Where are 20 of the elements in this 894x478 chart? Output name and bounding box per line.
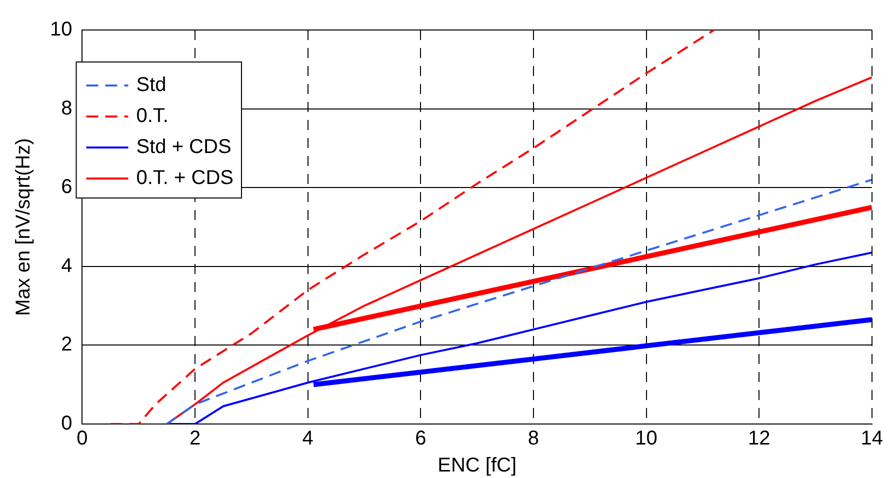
legend-label: 0.T. [136,105,168,128]
y-tick-label: 6 [61,176,72,198]
y-tick-label: 2 [61,334,72,356]
x-tick-label: 12 [748,428,770,450]
x-axis-title: ENC [fC] [438,454,517,477]
x-tick-label: 4 [302,428,314,450]
y-tick-label: 10 [50,18,72,41]
legend-label: Std + CDS [136,136,232,158]
x-tick-label: 10 [635,428,658,450]
y-axis-title: Max en [nV/sqrt(Hz) [12,138,35,316]
x-tick-label: 0 [76,428,88,450]
y-tick-label: 0 [61,412,72,435]
y-tick-label: 8 [61,97,72,120]
x-tick-label: 6 [415,428,426,450]
y-tick-label: 4 [61,254,72,277]
legend-label: 0.T. + CDS [136,167,234,190]
x-tick-label: 14 [860,428,883,450]
legend-label: Std [136,74,166,96]
x-tick-label: 2 [189,428,201,450]
x-tick-label: 8 [528,428,540,450]
